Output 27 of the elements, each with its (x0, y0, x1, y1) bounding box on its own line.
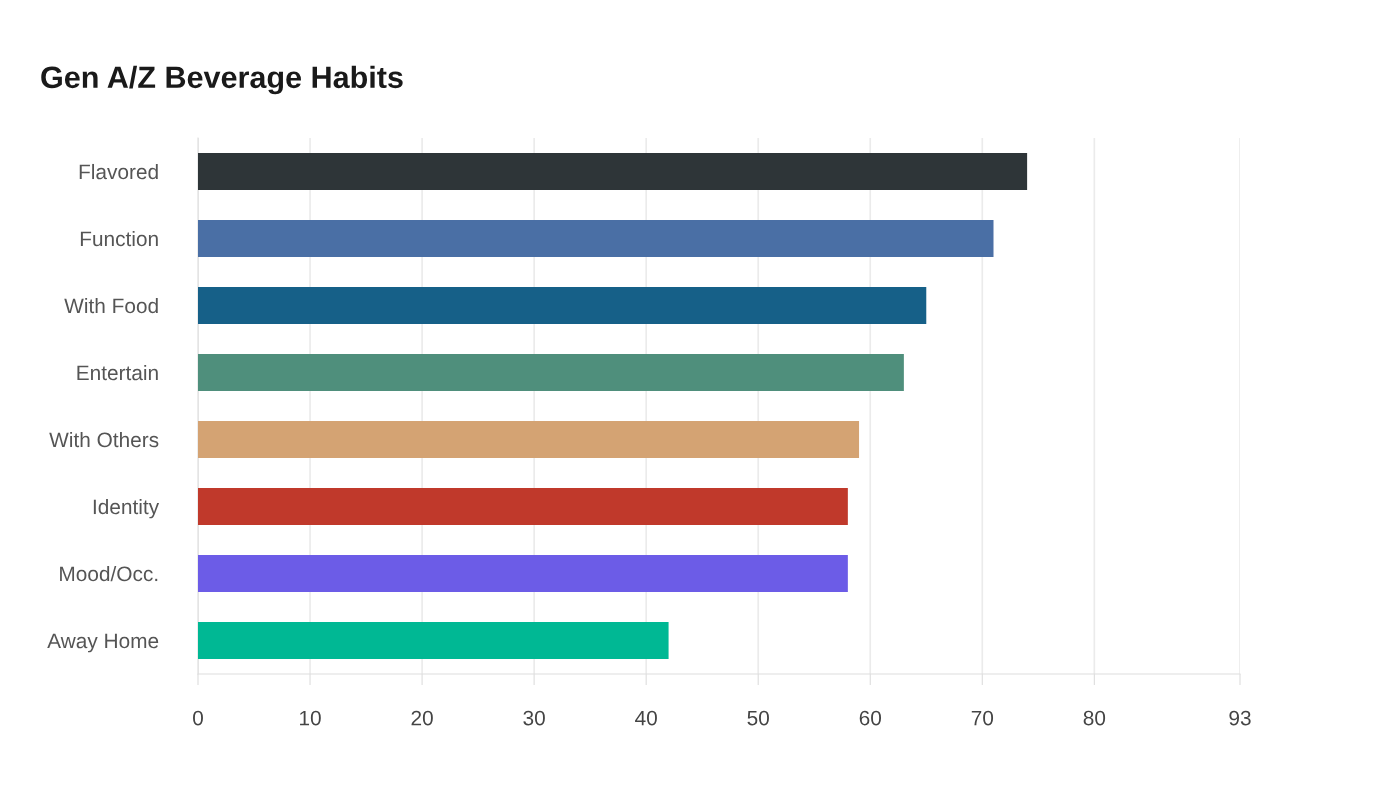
x-tick-label: 0 (193, 710, 203, 726)
bar (198, 555, 848, 592)
x-tick-label: 30 (523, 710, 545, 726)
y-tick-label: Identity (93, 498, 160, 519)
bar (198, 287, 927, 324)
x-tick-label: 80 (1083, 710, 1106, 726)
y-tick-label: Away Home (47, 633, 159, 653)
y-tick-label: With Others (49, 431, 159, 448)
bar (198, 220, 994, 257)
y-tick-label: With Food (64, 297, 158, 314)
y-tick-label: Entertain (77, 364, 158, 381)
chart-title: Gen A/Z Beverage Habits (41, 65, 403, 95)
bar (198, 153, 1028, 190)
y-tick-label: Flavored (79, 163, 158, 180)
y-tick-label: Function (80, 230, 158, 247)
bar (198, 354, 904, 391)
x-tick-label: 60 (859, 710, 882, 726)
bar (198, 488, 848, 525)
x-tick-label: 50 (747, 710, 769, 726)
y-tick-label: Mood/Occ. (60, 565, 158, 582)
x-tick-label: 93 (1229, 710, 1251, 726)
bar (198, 622, 669, 659)
x-tick-label: 40 (635, 710, 657, 726)
x-tick-label: 20 (411, 710, 433, 726)
x-tick-label: 70 (971, 710, 994, 726)
bar (198, 421, 860, 458)
x-tick-label: 10 (300, 710, 321, 726)
